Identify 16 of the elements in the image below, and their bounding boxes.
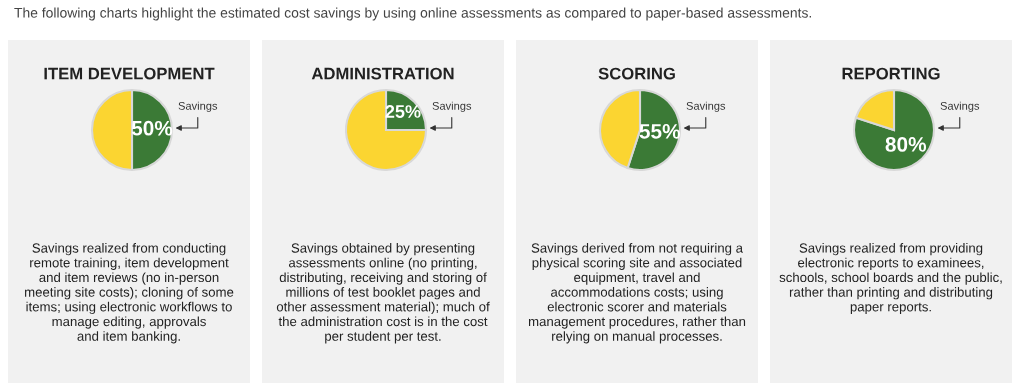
text: Savings realized from conducting remote training, item development and item reviews (no in-person meeting site costs); cloning of some items; using electronic workflows to manage editing, approvals and item banking. [25,243,234,344]
slice-label: Savings [178,101,218,112]
text: Savings realized from providing electronic reports to examinees, schools, school boards and the public, rather than printing and distributing paper reports. [779,243,1002,315]
slice-label: Savings [686,101,726,112]
text: Savings derived from not requiring a physical scoring site and associated equipment, travel and accommodations costs; using electronic scorer and materials management procedures, rather than relying on manual processes. [528,243,746,344]
pie-slice [852,88,936,172]
text: The following charts highlight the estimated cost savings by using online assessments as compared to paper-based assessments. [14,7,811,21]
chart-title: SCORING [598,67,675,80]
chart-title: ITEM DEVELOPMENT [44,67,215,80]
text: Savings obtained by presenting assessments online (no printing, distributing, receiving and storing of millions of test booklet pages and other assessment material); much of the administration cost is in the cost per student per test. [276,243,490,344]
slice-label: Savings [940,101,980,112]
chart-title: REPORTING [842,67,940,80]
chart-title: ADMINISTRATION [311,67,454,80]
pie-slice [344,88,428,172]
slice-label: Savings [432,101,472,112]
data-label: 80% [885,137,927,152]
